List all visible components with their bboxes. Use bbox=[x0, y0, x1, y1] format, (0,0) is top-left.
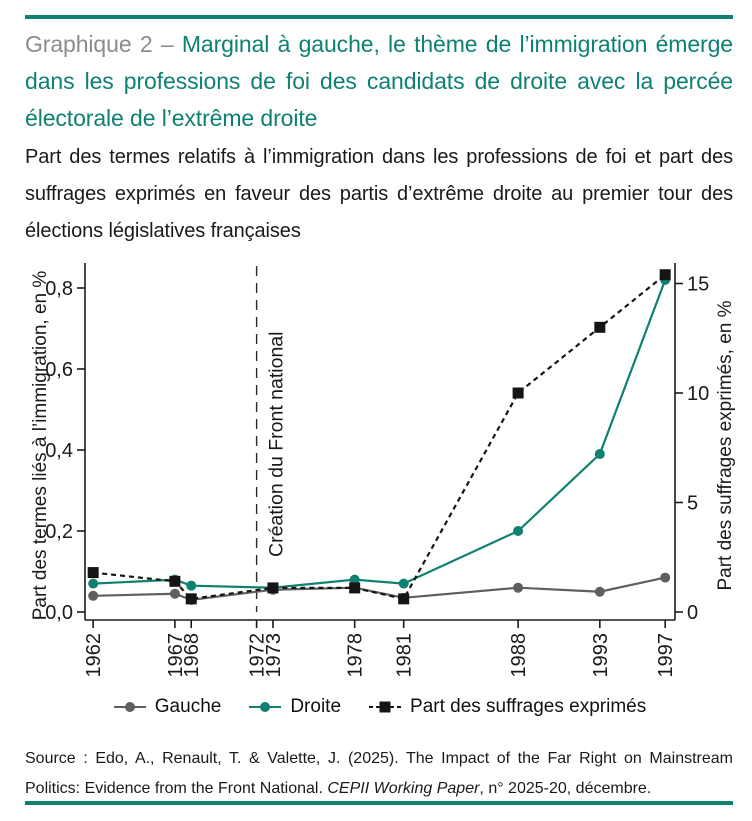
series-marker-part-des-suffrages-exprim-s bbox=[659, 269, 671, 281]
series-line-droite bbox=[93, 279, 667, 589]
source-text: Source : Edo, A., Renault, T. & Valette,… bbox=[25, 750, 733, 797]
y-axis-right-title: Part des suffrages exprimés, en % bbox=[715, 300, 736, 590]
figure-number: Graphique 2 bbox=[25, 31, 153, 57]
series-marker-droite bbox=[186, 580, 197, 591]
x-axis-tick-label: 1973 bbox=[263, 633, 285, 678]
bottom-rule bbox=[25, 801, 733, 805]
series-marker-part-des-suffrages-exprim-s bbox=[398, 593, 410, 605]
x-axis-tick-label: 1978 bbox=[345, 633, 367, 678]
legend-item-droite: Droite bbox=[249, 696, 341, 718]
series-marker-part-des-suffrages-exprim-s bbox=[267, 582, 279, 594]
y-axis-left-title: Part des termes liés à l’immigration, en… bbox=[30, 271, 51, 621]
figure-subtitle: Part des termes relatifs à l’immigration… bbox=[25, 146, 733, 242]
legend-item-gauche: Gauche bbox=[113, 696, 222, 718]
series-marker-part-des-suffrages-exprim-s bbox=[87, 567, 99, 579]
legend-marker-droite-icon bbox=[249, 702, 282, 712]
top-rule bbox=[25, 15, 733, 19]
x-axis-tick-label: 1962 bbox=[83, 633, 105, 678]
y-axis-left-tick-label: 0,6 bbox=[45, 359, 73, 381]
series-marker-droite bbox=[513, 526, 524, 536]
chart-legend: Gauche Droite Part des suffrages exprimés bbox=[85, 692, 675, 722]
x-axis-tick-label: 1997 bbox=[655, 633, 677, 678]
x-axis-tick-label: 1993 bbox=[590, 633, 612, 678]
x-axis-tick-label: 1968 bbox=[181, 633, 203, 678]
legend-marker-gauche-icon bbox=[113, 702, 146, 712]
y-axis-right-tick-label: 15 bbox=[687, 274, 709, 296]
y-axis-right-tick-label: 5 bbox=[687, 493, 698, 515]
source-suffix: , n° 2025-20, décembre. bbox=[479, 780, 652, 797]
series-marker-part-des-suffrages-exprim-s bbox=[169, 575, 181, 587]
series-marker-droite bbox=[349, 574, 360, 585]
y-axis-right-tick-label: 10 bbox=[687, 383, 709, 405]
series-marker-part-des-suffrages-exprim-s bbox=[594, 321, 606, 333]
series-marker-part-des-suffrages-exprim-s bbox=[349, 582, 361, 594]
series-marker-droite bbox=[594, 449, 605, 460]
x-axis-tick-label: 1981 bbox=[394, 633, 416, 678]
x-axis-tick-label: 1972 bbox=[247, 633, 269, 678]
x-axis-tick-label: 1988 bbox=[508, 633, 530, 678]
legend-label-gauche: Gauche bbox=[154, 696, 222, 717]
legend-label-droite: Droite bbox=[290, 696, 342, 717]
legend-item-part-des-suffrages-exprim-s: Part des suffrages exprimés bbox=[369, 696, 646, 718]
y-axis-left-tick-label: 0,2 bbox=[45, 521, 73, 543]
figure-separator: – bbox=[152, 31, 182, 57]
series-marker-gauche bbox=[88, 590, 99, 601]
figure-title: Graphique 2 – Marginal à gauche, le thèm… bbox=[25, 26, 733, 137]
source-italic: CEPII Working Paper bbox=[327, 780, 480, 797]
series-marker-gauche bbox=[513, 582, 524, 593]
fn-creation-label: Création du Front national bbox=[266, 332, 288, 557]
series-marker-part-des-suffrages-exprim-s bbox=[512, 387, 524, 399]
figure-title-text: Marginal à gauche, le thème de l’immigra… bbox=[25, 31, 733, 131]
x-axis-tick-label: 1967 bbox=[165, 633, 187, 678]
legend-marker-part-des-suffrages-exprim-s-icon bbox=[369, 701, 402, 713]
series-marker-part-des-suffrages-exprim-s bbox=[185, 593, 197, 605]
source-note: Source : Edo, A., Renault, T. & Valette,… bbox=[25, 744, 733, 804]
series-marker-gauche bbox=[594, 586, 605, 597]
y-axis-left-tick-label: 0,4 bbox=[45, 440, 73, 462]
series-marker-gauche bbox=[169, 588, 180, 599]
legend-label-part-des-suffrages-exprim-s: Part des suffrages exprimés bbox=[410, 696, 647, 717]
y-axis-left-tick-label: 0,8 bbox=[45, 278, 73, 300]
y-axis-left-tick-label: 0,0 bbox=[45, 602, 73, 624]
series-marker-droite bbox=[88, 578, 99, 589]
series-line-part-des-suffrages-exprim-s bbox=[93, 273, 666, 601]
series-marker-gauche bbox=[660, 572, 671, 583]
y-axis-right-tick-label: 0 bbox=[687, 602, 698, 624]
series-marker-droite bbox=[398, 578, 409, 589]
